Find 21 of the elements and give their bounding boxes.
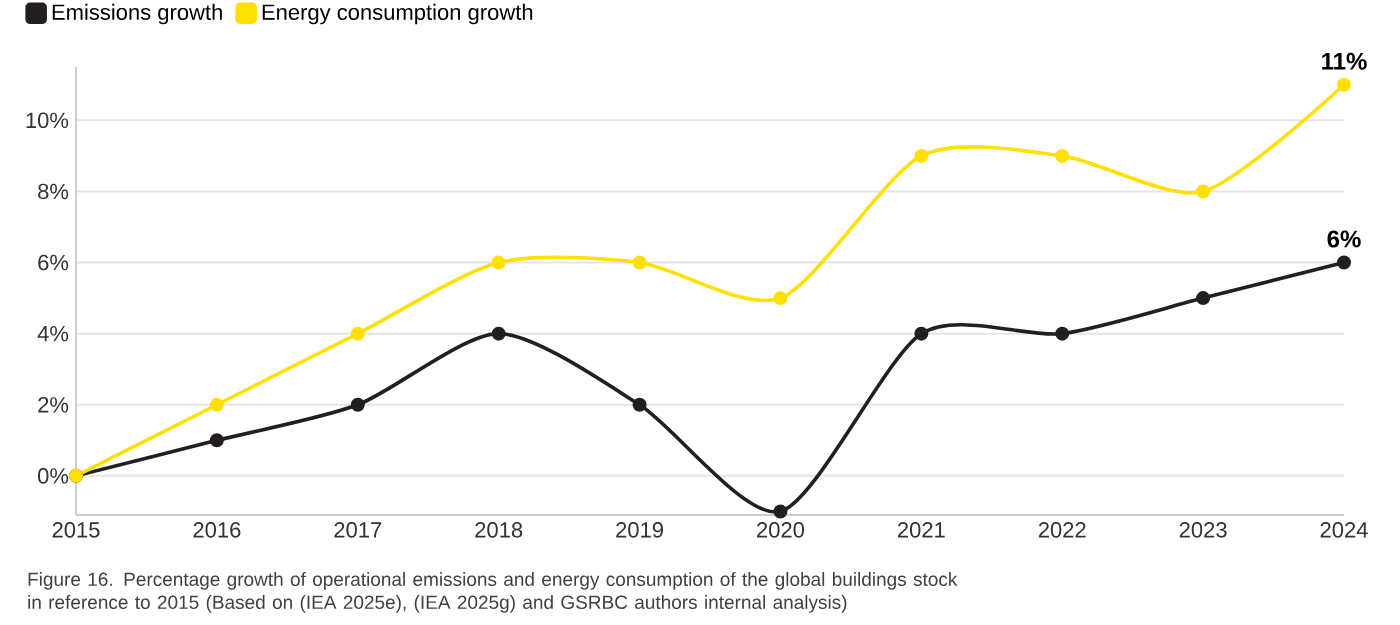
y-tick-label: 10%	[26, 112, 69, 129]
x-tick-label: 2018	[475, 522, 523, 538]
data-label: 11%	[1322, 52, 1367, 70]
legend-label: Energy consumption growth	[262, 3, 533, 25]
legend-label: Emissions growth	[52, 3, 222, 25]
y-tick-label: 8%	[38, 183, 69, 200]
x-tick-label: 2024	[1320, 522, 1368, 538]
y-tick-label: 0%	[38, 468, 69, 484]
caption: Figure 16. Percentage growth of operational emissions and energy consumption of the global buildings stock in reference to 2015 (Based on (IEA 2025e), (IEA 2025g) and GSRBC authors internal analysis)	[28, 572, 958, 613]
data-label: 6%	[1327, 230, 1361, 248]
y-tick-label: 4%	[37, 325, 69, 342]
x-tick-label: 2016	[193, 522, 241, 538]
x-tick-label: 2020	[757, 522, 805, 538]
y-tick-label: 2%	[38, 397, 69, 413]
y-tick-label: 6%	[38, 254, 69, 271]
x-tick-label: 2021	[897, 522, 945, 538]
x-tick-label: 2022	[1038, 522, 1086, 538]
x-tick-label: 2023	[1179, 522, 1227, 538]
x-tick-label: 2019	[616, 522, 663, 538]
x-tick-label: 2017	[334, 522, 382, 538]
x-tick-label: 2015	[52, 522, 100, 538]
